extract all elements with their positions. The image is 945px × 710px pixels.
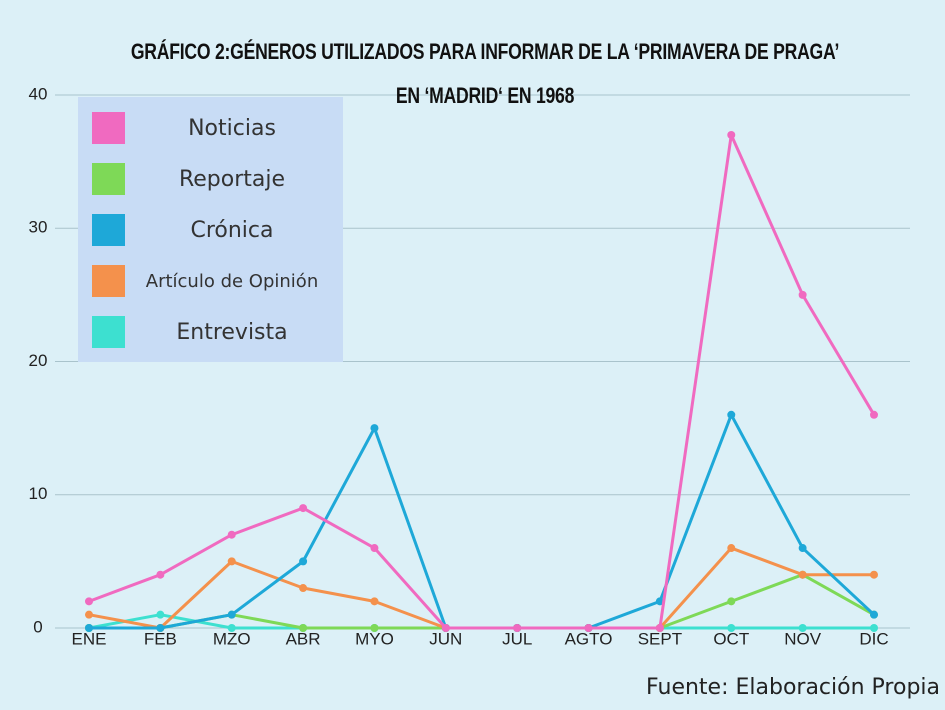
x-tick-label: ENE [72, 629, 107, 648]
point [870, 570, 878, 579]
legend-label: Artículo de Opinión [146, 271, 318, 292]
point [798, 544, 807, 553]
point [655, 597, 664, 606]
point [727, 544, 736, 553]
point [370, 424, 379, 433]
point [227, 624, 236, 632]
point [870, 610, 878, 619]
point [85, 610, 93, 619]
point [441, 624, 450, 632]
point [727, 410, 736, 419]
y-tick-label: 20 [29, 351, 48, 370]
point [156, 570, 165, 579]
x-tick-label: AGTO [565, 629, 613, 648]
y-tick-label: 30 [29, 218, 48, 237]
x-tick-label: NOV [784, 629, 822, 648]
point [156, 624, 165, 632]
legend-label: Noticias [188, 116, 276, 141]
legend-swatch [92, 214, 125, 246]
point [156, 610, 165, 619]
point [798, 624, 807, 632]
point [227, 530, 236, 539]
x-tick-label: ABR [286, 629, 321, 648]
point [798, 570, 807, 579]
legend-swatch [92, 265, 125, 297]
point [870, 410, 878, 419]
point [655, 624, 664, 632]
point [727, 624, 736, 632]
legend-swatch [92, 112, 125, 144]
series-line [88, 613, 874, 630]
point [299, 584, 308, 593]
point [85, 624, 93, 632]
point [727, 130, 736, 139]
point [870, 624, 878, 632]
source: Fuente: Elaboración Propia [646, 675, 940, 700]
x-tick-label: FEB [144, 629, 177, 648]
chart-title: GRÁFICO 2:GÉNEROS UTILIZADOS PARA INFORM… [130, 39, 840, 108]
series-line [88, 546, 874, 630]
point [227, 610, 236, 619]
series-line [89, 413, 876, 630]
legend-label: Reportaje [179, 167, 285, 192]
legend-label: Crónica [190, 218, 273, 243]
y-tick-label: 40 [29, 84, 48, 103]
x-tick-label: OCT [713, 629, 749, 648]
point [370, 597, 379, 606]
x-tick-label: MYO [355, 629, 394, 648]
legend-label: Entrevista [176, 320, 287, 345]
x-tick-label: SEPT [638, 629, 682, 648]
legend-swatch [92, 316, 125, 348]
point [227, 557, 236, 566]
point [370, 544, 379, 553]
series-line [88, 133, 876, 630]
x-tick-label: DIC [859, 629, 888, 648]
point [798, 290, 807, 299]
legend-swatch [92, 163, 125, 195]
point [85, 597, 93, 606]
x-tick-label: JUL [502, 629, 532, 648]
x-tick-label: JUN [429, 629, 462, 648]
y-tick-label: 0 [33, 617, 42, 636]
y-tick-label: 10 [29, 484, 48, 503]
point [299, 504, 308, 513]
point [513, 624, 522, 632]
point [727, 597, 736, 606]
point [584, 624, 593, 632]
point [299, 557, 308, 566]
x-tick-label: MZO [213, 629, 251, 648]
point [370, 624, 379, 632]
point [299, 624, 308, 632]
